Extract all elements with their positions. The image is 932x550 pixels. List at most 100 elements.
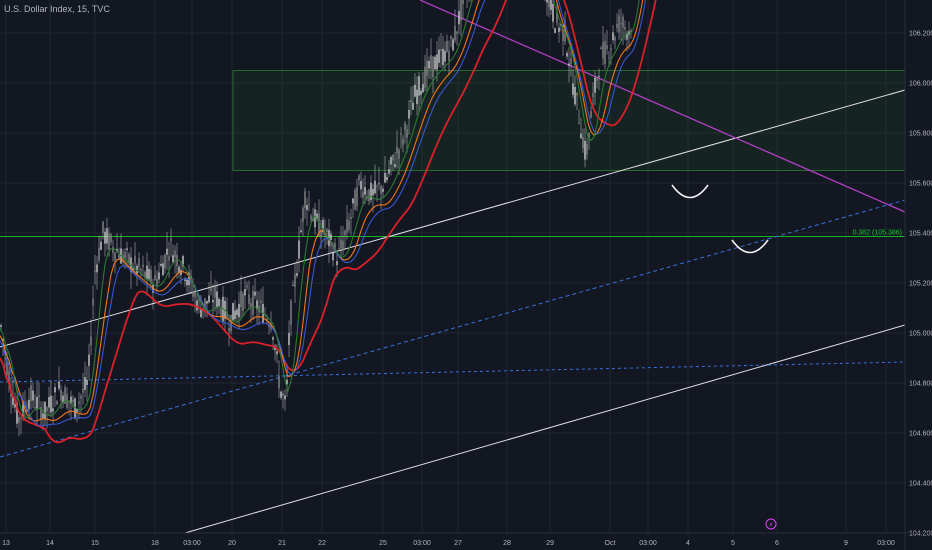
candle-body (324, 232, 326, 236)
x-tick-label: 14 (46, 540, 54, 547)
moving-averages (0, 0, 657, 444)
horizontal-levels: 0.382 (106.915)0.5 (107.178)0.382 (105.3… (0, 230, 905, 237)
candle-body (450, 36, 452, 40)
candle-body (94, 270, 96, 272)
candle-body (12, 396, 14, 405)
candle-body (208, 295, 210, 303)
candle-body (318, 213, 320, 236)
candle-body (602, 42, 604, 59)
time-axis[interactable]: 13 14 15 18 03:00 20 21 22 25 03:00 27 28 29 Oct 03:00… (0, 532, 932, 547)
candle-body (206, 300, 208, 304)
candle-body (338, 248, 340, 249)
candle-body (86, 379, 88, 385)
candle-body (70, 396, 72, 404)
candle-body (238, 303, 240, 318)
candle-body (594, 77, 596, 93)
x-tick-label: 18 (151, 540, 159, 547)
candle-body (610, 48, 612, 50)
candle-body (56, 401, 58, 405)
candle-body (556, 10, 558, 23)
candle-body (144, 271, 146, 278)
candle-body (326, 229, 328, 233)
candle-body (400, 133, 402, 135)
candle-body (432, 56, 434, 78)
candle-body (166, 248, 168, 255)
x-tick-label: 29 (546, 540, 554, 547)
candle-body (204, 298, 206, 309)
candle-body (116, 248, 118, 252)
candle-body (194, 292, 196, 298)
candle-body (436, 54, 438, 70)
candle-body (616, 23, 618, 28)
y-tick-label: 105.200 (909, 281, 932, 288)
candle-body (10, 393, 12, 397)
candle-body (574, 86, 576, 105)
candle-body (598, 76, 600, 77)
candle-body (0, 325, 2, 327)
candle-body (58, 381, 60, 389)
y-tick-label: 104.800 (909, 381, 932, 388)
candle-body (316, 213, 318, 220)
candle-body (256, 300, 258, 310)
candle-body (440, 49, 442, 51)
candle-body (372, 188, 374, 196)
x-tick-label: 03:00 (639, 540, 657, 547)
candle-body (322, 219, 324, 233)
candle-body (566, 52, 568, 57)
candle-body (182, 256, 184, 267)
candle-body (384, 172, 386, 183)
candle-body (6, 360, 8, 375)
candle-body (630, 30, 632, 32)
candle-body (244, 289, 246, 296)
candle-body (410, 100, 412, 102)
candle-body (126, 248, 128, 250)
candle-body (572, 83, 574, 95)
candle-body (232, 303, 234, 321)
candle-body (254, 291, 256, 296)
y-tick-label: 104.200 (909, 531, 932, 538)
candle-body (128, 253, 130, 264)
candle-body (104, 231, 106, 244)
right-shoulder-arc (731, 239, 769, 254)
candle-body (234, 310, 236, 319)
candle-body (24, 403, 26, 409)
candle-body (44, 401, 46, 419)
y-tick-label: 105.600 (909, 181, 932, 188)
candle-body (620, 23, 622, 25)
chart-title: U.S. Dollar Index, 15, TVC (4, 4, 110, 14)
candle-body (310, 215, 312, 220)
candle-body (360, 181, 362, 190)
candle-body (276, 351, 278, 355)
candle-body (568, 63, 570, 66)
candle-body (554, 28, 556, 33)
candle-body (30, 385, 32, 402)
candle-body (426, 60, 428, 76)
candle-body (136, 265, 138, 274)
candle-body (72, 399, 74, 402)
candle-body (418, 76, 420, 96)
candle-body (96, 264, 98, 273)
price-axis[interactable]: 104.200 104.400 104.600 104.800 105.000 105.2… (888, 0, 932, 550)
candle-body (110, 234, 112, 243)
candle-body (236, 309, 238, 315)
lightning-icon: ⚡ (769, 521, 774, 529)
y-tick-label: 106.200 (909, 31, 932, 38)
candle-body (260, 300, 262, 303)
candle-body (76, 409, 78, 412)
candle-body (174, 250, 176, 258)
candle-body (160, 263, 162, 266)
candle-body (382, 188, 384, 192)
candle-body (8, 371, 10, 385)
candle-body (242, 293, 244, 311)
x-tick-label: 6 (775, 540, 779, 547)
candle-body (622, 16, 624, 28)
candle-body (420, 90, 422, 95)
candle-body (180, 269, 182, 275)
y-tick-label: 105.800 (909, 131, 932, 138)
candle-body (46, 407, 48, 412)
candle-body (108, 233, 110, 250)
candle-body (292, 284, 294, 286)
candle-body (592, 93, 594, 98)
candle-body (626, 33, 628, 40)
